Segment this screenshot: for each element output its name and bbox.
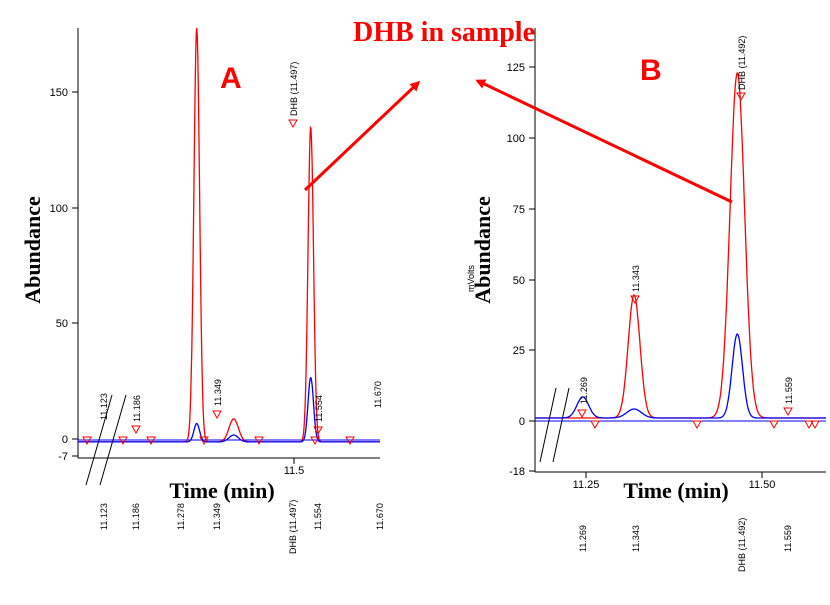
panel-a-rt-label-bottom: 11.554 bbox=[313, 503, 323, 530]
peak-marker bbox=[783, 407, 793, 417]
panel-b-rt-label-bottom: 11.269 bbox=[578, 525, 588, 552]
svg-text:50: 50 bbox=[56, 318, 68, 330]
peak-marker bbox=[630, 295, 640, 305]
panel-a-y-tick: -7 bbox=[58, 451, 78, 463]
panel-b-x-tick: 11.25 bbox=[573, 472, 600, 491]
panel-b-rt-label-top: DHB (11.492) bbox=[737, 36, 747, 90]
figure-title: DHB in sample bbox=[353, 17, 535, 48]
peak-marker bbox=[212, 410, 222, 420]
peak-marker bbox=[131, 425, 141, 435]
panel-a-rt-label-top: 11.349 bbox=[213, 379, 223, 406]
panel-b-markers bbox=[577, 92, 820, 430]
svg-text:100: 100 bbox=[50, 203, 68, 215]
panel-a-y-tick: 0 bbox=[62, 434, 78, 446]
peak-marker bbox=[577, 409, 587, 419]
svg-text:-7: -7 bbox=[58, 451, 68, 463]
panel-b-rt-label-bottom: DHB (11.492) bbox=[737, 518, 747, 572]
panel-b-red-trace bbox=[535, 71, 826, 419]
peak-marker bbox=[313, 426, 323, 436]
panel-a-rt-label-top: 11.123 bbox=[99, 393, 109, 420]
peak-marker bbox=[118, 436, 128, 446]
svg-text:11.5: 11.5 bbox=[284, 465, 305, 477]
panel-a-rt-label-bottom: 11.670 bbox=[375, 503, 385, 530]
panel-b-rt-label-top: 11.343 bbox=[631, 265, 641, 292]
panel-a-x-tick: 11.5 bbox=[284, 458, 305, 477]
panel-b-axis-break bbox=[539, 387, 570, 463]
panel-b-y-tick: 75 bbox=[513, 204, 535, 216]
panel-b-y-axis-label: Abundance bbox=[470, 196, 495, 304]
panel-a-label: A bbox=[220, 62, 242, 95]
panel-b-rt-label-top: 11.269 bbox=[579, 377, 589, 404]
panel-a-y-tick: 50 bbox=[56, 318, 78, 330]
panel-b-rt-label-bottom: 11.343 bbox=[631, 525, 641, 552]
svg-text:100: 100 bbox=[507, 133, 525, 145]
panel-b-y-tick: 0 bbox=[519, 416, 535, 428]
panel-a-y-axis-label: Abundance bbox=[20, 196, 45, 304]
panel-b-y-tick: 100 bbox=[507, 133, 535, 145]
panel-b-y-tick: 125 bbox=[507, 62, 535, 74]
panel-a-markers bbox=[82, 119, 355, 446]
svg-text:150: 150 bbox=[50, 87, 68, 99]
panel-b: 125 100 75 50 25 0 -18 11.25 bbox=[466, 28, 826, 572]
peak-marker bbox=[736, 92, 746, 102]
svg-text:0: 0 bbox=[62, 434, 68, 446]
panel-b-y-tick: 50 bbox=[513, 275, 535, 287]
annotation-arrow-b bbox=[475, 79, 733, 204]
peak-marker bbox=[82, 436, 92, 446]
svg-text:-18: -18 bbox=[509, 466, 525, 478]
peak-marker bbox=[288, 119, 298, 129]
peak-marker bbox=[810, 420, 820, 430]
peak-marker bbox=[199, 436, 209, 446]
peak-marker bbox=[310, 436, 320, 446]
panel-a-rt-label-bottom: 11.123 bbox=[99, 503, 109, 530]
panel-a-y-tick: 100 bbox=[50, 203, 78, 215]
panel-a-rt-label-top: 11.186 bbox=[132, 395, 142, 422]
panel-a-axis-break bbox=[85, 394, 127, 486]
peak-marker bbox=[769, 420, 779, 430]
peak-marker bbox=[146, 436, 156, 446]
panel-b-label: B bbox=[640, 54, 662, 87]
svg-text:50: 50 bbox=[513, 275, 525, 287]
panel-a-x-axis-label: Time (min) bbox=[169, 478, 274, 503]
panel-a-rt-label-top: DHB (11.497) bbox=[289, 62, 299, 116]
panel-a-rt-label-bottom: 11.186 bbox=[131, 503, 141, 530]
annotation-arrow-a bbox=[303, 80, 421, 192]
svg-text:75: 75 bbox=[513, 204, 525, 216]
peak-marker bbox=[804, 420, 814, 430]
panel-b-x-axis-label: Time (min) bbox=[623, 478, 728, 503]
peak-marker bbox=[590, 420, 600, 430]
svg-text:0: 0 bbox=[519, 416, 525, 428]
panel-a-rt-label-bottom: 11.349 bbox=[212, 503, 222, 530]
panel-b-blue-trace bbox=[535, 333, 826, 419]
panel-b-rt-label-top: 11.559 bbox=[784, 377, 794, 404]
panel-b-y-tick: 25 bbox=[513, 345, 535, 357]
panel-a-rt-label-bottom: 11.278 bbox=[176, 503, 186, 530]
panel-b-y-unit-label: mVolts bbox=[466, 264, 476, 292]
svg-text:125: 125 bbox=[507, 62, 525, 74]
panel-a-rt-label-bottom: DHB (11.497) bbox=[288, 500, 298, 554]
svg-text:25: 25 bbox=[513, 345, 525, 357]
panel-b-rt-label-bottom: 11.559 bbox=[783, 525, 793, 552]
svg-text:11.50: 11.50 bbox=[749, 479, 776, 491]
panel-a: 150 100 50 0 -7 11.5 bbox=[20, 28, 385, 554]
panel-b-y-tick: -18 bbox=[509, 466, 535, 478]
panel-a-rt-label-top: 11.670 bbox=[373, 381, 383, 408]
peak-marker bbox=[345, 436, 355, 446]
panel-b-x-tick: 11.50 bbox=[749, 472, 776, 491]
peak-marker bbox=[254, 436, 264, 446]
panel-a-y-tick: 150 bbox=[50, 87, 78, 99]
svg-text:11.25: 11.25 bbox=[573, 479, 600, 491]
peak-marker bbox=[692, 420, 702, 430]
panel-a-rt-label-top: 11.554 bbox=[314, 395, 324, 422]
panel-a-blue-trace bbox=[78, 376, 380, 443]
